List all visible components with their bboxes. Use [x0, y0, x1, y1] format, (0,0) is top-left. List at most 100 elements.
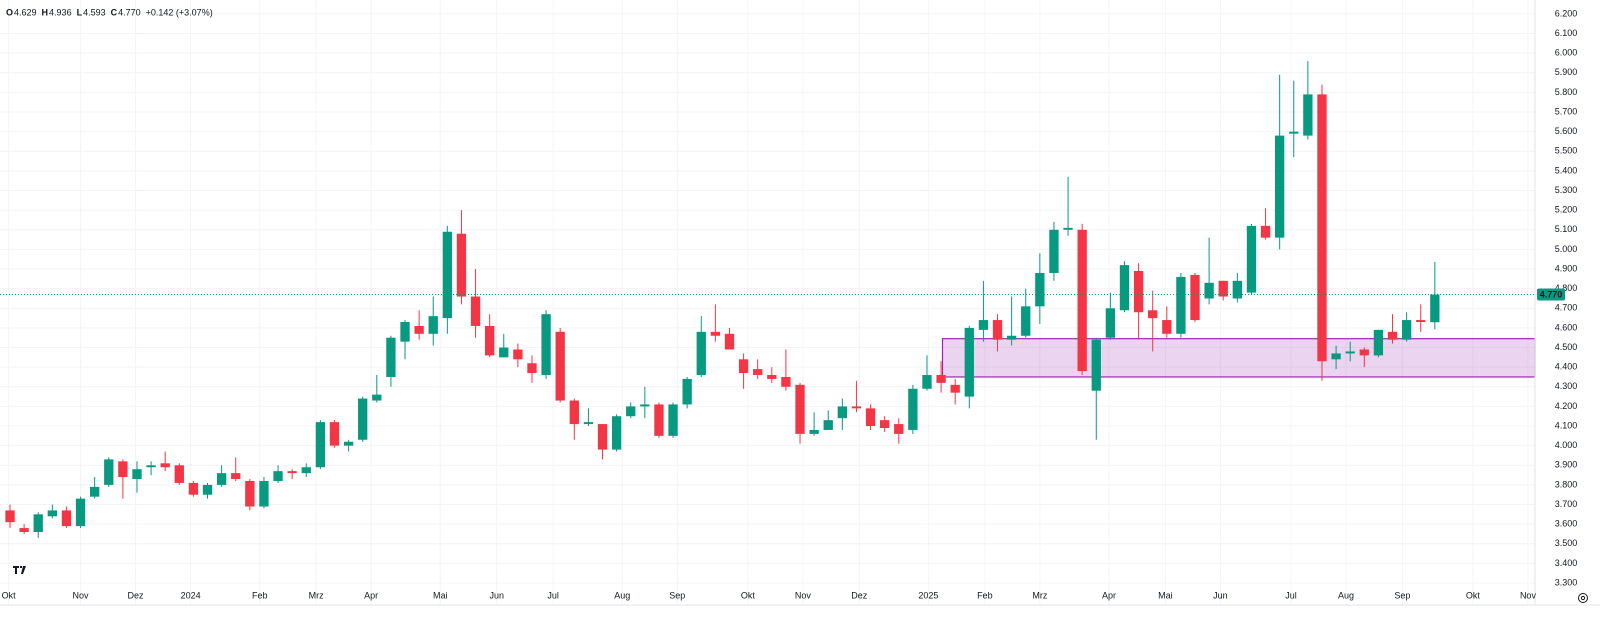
y-tick-label: 3.300 — [1555, 577, 1578, 587]
candle-body — [315, 422, 326, 468]
candle-body — [231, 473, 241, 480]
settings-inner[interactable] — [1580, 595, 1586, 601]
candle-body — [1148, 310, 1158, 319]
candle-body — [19, 528, 29, 532]
candle-body — [809, 429, 819, 434]
candle-body — [1289, 131, 1299, 134]
candle-body — [1260, 225, 1271, 238]
candle-body — [1373, 329, 1384, 356]
candle-body — [329, 422, 340, 446]
settings-icon[interactable] — [1578, 593, 1588, 603]
x-tick-label: 2025 — [918, 590, 938, 600]
x-tick-label: Dez — [128, 590, 145, 600]
y-tick-label: 5.100 — [1555, 224, 1578, 234]
candle-body — [626, 406, 636, 417]
y-tick-label: 6.100 — [1555, 28, 1578, 38]
candle-body — [696, 331, 706, 376]
axes: 3.300 3.400 3.500 3.600 3.700 3.800 3.900 4.000… — [0, 8, 1577, 600]
candle-body — [1176, 276, 1186, 334]
y-tick-label: 4.600 — [1555, 322, 1578, 332]
x-tick-label: Feb — [252, 590, 268, 600]
candle-body — [767, 375, 777, 379]
candle-body — [710, 331, 721, 336]
candle-body — [597, 424, 608, 450]
candle-body — [259, 480, 269, 507]
last-price-label: 4.770 — [1540, 289, 1563, 299]
x-tick-label: Feb — [977, 590, 993, 600]
zone-layer — [941, 338, 1536, 378]
legend-key: O — [6, 7, 13, 17]
candle-body — [753, 369, 763, 376]
candle-body — [823, 420, 833, 430]
candle-body — [880, 420, 890, 428]
candle-body — [456, 233, 467, 297]
x-tick-label: Jun — [489, 590, 504, 600]
x-tick-label: Mrz — [1032, 590, 1047, 600]
candle-body — [1387, 331, 1398, 340]
candle-body — [160, 463, 170, 468]
y-tick-label: 5.600 — [1555, 126, 1578, 136]
y-tick-label: 3.700 — [1555, 499, 1578, 509]
candle-body — [555, 331, 565, 401]
candle-body — [1401, 320, 1412, 340]
candle-body — [1232, 280, 1242, 299]
candle-body — [541, 314, 551, 376]
candle-body — [1105, 308, 1116, 338]
y-tick-label: 6.200 — [1555, 8, 1578, 18]
x-tick-label: Apr — [1102, 590, 1116, 600]
candle-body — [682, 378, 692, 405]
ohlc-legend: O 4.629 H 4.936 L 4.593 C 4.770 +0.142 (+3.07%) — [6, 7, 213, 17]
x-tick-label: Mai — [433, 590, 448, 600]
x-tick-label: Dez — [851, 590, 868, 600]
x-tick-label: Apr — [364, 590, 378, 600]
candle-body — [922, 375, 932, 389]
candle-body — [1430, 294, 1440, 323]
y-tick-label: 4.000 — [1555, 440, 1578, 450]
x-tick-label: Okt — [1466, 590, 1481, 600]
candle-body — [343, 441, 354, 446]
candle-body — [837, 406, 847, 419]
legend-key: L — [77, 7, 83, 17]
candle-body — [5, 510, 15, 523]
zone-rect — [941, 338, 1536, 378]
settings-outer[interactable] — [1578, 593, 1588, 603]
x-tick-label: Nov — [1520, 590, 1537, 600]
y-tick-label: 5.400 — [1555, 165, 1578, 175]
candle-body — [583, 422, 594, 425]
logo-mark — [13, 566, 26, 574]
candle-body — [414, 325, 424, 334]
x-tick-label: Aug — [1338, 590, 1354, 600]
candle-body — [992, 320, 1003, 340]
x-tick-label: Nov — [73, 590, 90, 600]
x-tick-label: 2024 — [181, 590, 201, 600]
candle-body — [33, 514, 43, 532]
x-tick-label: Nov — [795, 590, 812, 600]
logo-bg — [10, 562, 30, 578]
candle-body — [118, 461, 128, 478]
candle-body — [1077, 229, 1087, 372]
candle-body — [795, 384, 805, 434]
candle-body — [301, 467, 311, 474]
y-tick-label: 5.900 — [1555, 67, 1578, 77]
y-tick-label: 5.700 — [1555, 106, 1578, 116]
y-tick-label: 5.000 — [1555, 244, 1578, 254]
x-tick-label: Sep — [669, 590, 685, 600]
candle-body — [1091, 339, 1101, 391]
candle-body — [174, 465, 184, 483]
y-tick-label: 3.900 — [1555, 460, 1578, 470]
candle-body — [513, 349, 523, 360]
y-tick-label: 4.400 — [1555, 362, 1578, 372]
candles — [5, 61, 1440, 538]
x-tick-label: Jun — [1213, 590, 1228, 600]
y-tick-label: 6.000 — [1555, 48, 1578, 58]
y-tick-label: 4.700 — [1555, 303, 1578, 313]
candle-body — [1345, 351, 1355, 354]
candle-body — [908, 388, 918, 430]
candle-body — [894, 424, 904, 434]
x-tick-label: Mai — [1158, 590, 1173, 600]
candle-body — [1063, 227, 1073, 230]
candle-body — [654, 404, 664, 436]
candle-body — [1049, 229, 1059, 273]
candle-body — [1275, 135, 1285, 238]
